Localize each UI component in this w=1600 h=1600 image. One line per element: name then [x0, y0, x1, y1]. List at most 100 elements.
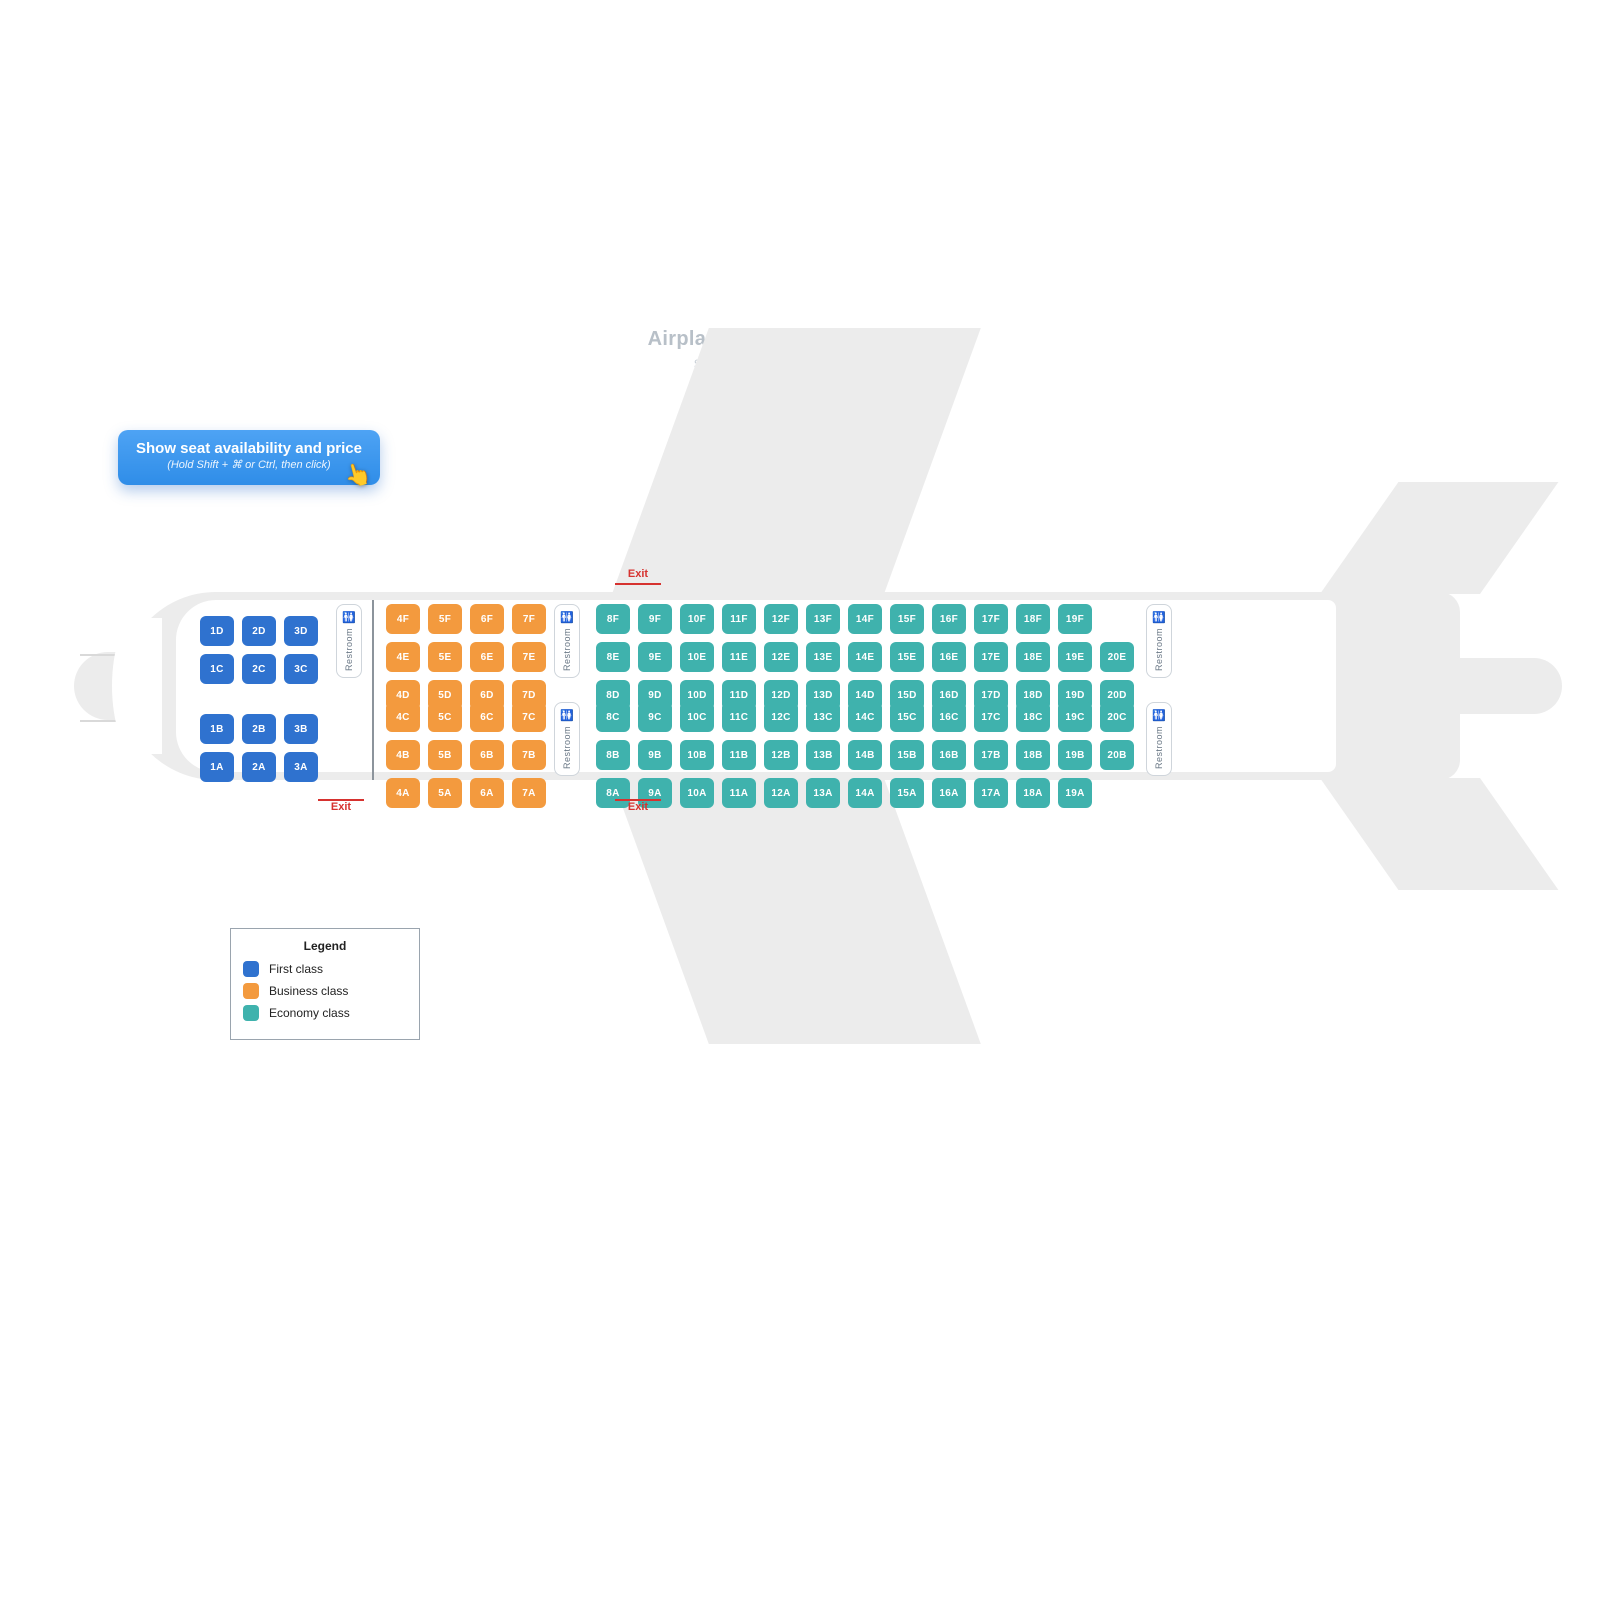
seat-10C[interactable]: 10C [680, 702, 714, 732]
seat-13C[interactable]: 13C [806, 702, 840, 732]
seat-16A[interactable]: 16A [932, 778, 966, 808]
seat-12F[interactable]: 12F [764, 604, 798, 634]
seat-18C[interactable]: 18C [1016, 702, 1050, 732]
seat-7B[interactable]: 7B [512, 740, 546, 770]
seat-8E[interactable]: 8E [596, 642, 630, 672]
seat-6C[interactable]: 6C [470, 702, 504, 732]
seat-2A[interactable]: 2A [242, 752, 276, 782]
seat-3C[interactable]: 3C [284, 654, 318, 684]
seat-14B[interactable]: 14B [848, 740, 882, 770]
seat-19B[interactable]: 19B [1058, 740, 1092, 770]
seat-16F[interactable]: 16F [932, 604, 966, 634]
seat-14C[interactable]: 14C [848, 702, 882, 732]
seat-5A[interactable]: 5A [428, 778, 462, 808]
seat-11F[interactable]: 11F [722, 604, 756, 634]
seat-3D[interactable]: 3D [284, 616, 318, 646]
seat-19E[interactable]: 19E [1058, 642, 1092, 672]
seat-10A[interactable]: 10A [680, 778, 714, 808]
seat-11E[interactable]: 11E [722, 642, 756, 672]
seat-1A[interactable]: 1A [200, 752, 234, 782]
seat-13B[interactable]: 13B [806, 740, 840, 770]
plane-tail-bottom [1320, 778, 1558, 890]
seat-18B[interactable]: 18B [1016, 740, 1050, 770]
seat-19A[interactable]: 19A [1058, 778, 1092, 808]
seat-14A[interactable]: 14A [848, 778, 882, 808]
seat-18E[interactable]: 18E [1016, 642, 1050, 672]
seat-11A[interactable]: 11A [722, 778, 756, 808]
seat-14F[interactable]: 14F [848, 604, 882, 634]
seat-9B[interactable]: 9B [638, 740, 672, 770]
seat-5F[interactable]: 5F [428, 604, 462, 634]
legend-swatch [243, 983, 259, 999]
seat-12E[interactable]: 12E [764, 642, 798, 672]
restroom-label: Restroom [344, 628, 354, 671]
seat-3A[interactable]: 3A [284, 752, 318, 782]
seat-4C[interactable]: 4C [386, 702, 420, 732]
seat-8F[interactable]: 8F [596, 604, 630, 634]
seat-6B[interactable]: 6B [470, 740, 504, 770]
seat-17E[interactable]: 17E [974, 642, 1008, 672]
seat-4A[interactable]: 4A [386, 778, 420, 808]
seat-10B[interactable]: 10B [680, 740, 714, 770]
seat-7A[interactable]: 7A [512, 778, 546, 808]
exit-label: Exit [318, 801, 364, 813]
seat-11B[interactable]: 11B [722, 740, 756, 770]
seat-9F[interactable]: 9F [638, 604, 672, 634]
seat-20E[interactable]: 20E [1100, 642, 1134, 672]
seat-10E[interactable]: 10E [680, 642, 714, 672]
seat-4B[interactable]: 4B [386, 740, 420, 770]
seat-18F[interactable]: 18F [1016, 604, 1050, 634]
seat-20C[interactable]: 20C [1100, 702, 1134, 732]
seat-19F[interactable]: 19F [1058, 604, 1092, 634]
seat-12C[interactable]: 12C [764, 702, 798, 732]
seat-4F[interactable]: 4F [386, 604, 420, 634]
seat-11C[interactable]: 11C [722, 702, 756, 732]
legend-label: Business class [269, 984, 348, 998]
seat-7E[interactable]: 7E [512, 642, 546, 672]
seat-12B[interactable]: 12B [764, 740, 798, 770]
show-availability-button[interactable]: Show seat availability and price (Hold S… [118, 430, 380, 485]
seat-2B[interactable]: 2B [242, 714, 276, 744]
seat-6E[interactable]: 6E [470, 642, 504, 672]
seat-15B[interactable]: 15B [890, 740, 924, 770]
seat-5C[interactable]: 5C [428, 702, 462, 732]
seat-8B[interactable]: 8B [596, 740, 630, 770]
seat-5E[interactable]: 5E [428, 642, 462, 672]
seat-2D[interactable]: 2D [242, 616, 276, 646]
seat-17F[interactable]: 17F [974, 604, 1008, 634]
seat-17C[interactable]: 17C [974, 702, 1008, 732]
seat-15A[interactable]: 15A [890, 778, 924, 808]
seat-20B[interactable]: 20B [1100, 740, 1134, 770]
seat-2C[interactable]: 2C [242, 654, 276, 684]
seat-16E[interactable]: 16E [932, 642, 966, 672]
legend-label: Economy class [269, 1006, 350, 1020]
seat-10F[interactable]: 10F [680, 604, 714, 634]
seat-19C[interactable]: 19C [1058, 702, 1092, 732]
seat-3B[interactable]: 3B [284, 714, 318, 744]
seat-6A[interactable]: 6A [470, 778, 504, 808]
seat-17A[interactable]: 17A [974, 778, 1008, 808]
seat-12A[interactable]: 12A [764, 778, 798, 808]
seat-4E[interactable]: 4E [386, 642, 420, 672]
seat-5B[interactable]: 5B [428, 740, 462, 770]
seat-9C[interactable]: 9C [638, 702, 672, 732]
seat-9E[interactable]: 9E [638, 642, 672, 672]
seat-8C[interactable]: 8C [596, 702, 630, 732]
seat-16B[interactable]: 16B [932, 740, 966, 770]
seat-16C[interactable]: 16C [932, 702, 966, 732]
seat-13E[interactable]: 13E [806, 642, 840, 672]
seat-13F[interactable]: 13F [806, 604, 840, 634]
seat-7F[interactable]: 7F [512, 604, 546, 634]
seat-15C[interactable]: 15C [890, 702, 924, 732]
seat-1B[interactable]: 1B [200, 714, 234, 744]
seat-15E[interactable]: 15E [890, 642, 924, 672]
seat-1D[interactable]: 1D [200, 616, 234, 646]
seat-14E[interactable]: 14E [848, 642, 882, 672]
seat-6F[interactable]: 6F [470, 604, 504, 634]
seat-18A[interactable]: 18A [1016, 778, 1050, 808]
seat-7C[interactable]: 7C [512, 702, 546, 732]
seat-13A[interactable]: 13A [806, 778, 840, 808]
seat-15F[interactable]: 15F [890, 604, 924, 634]
seat-17B[interactable]: 17B [974, 740, 1008, 770]
seat-1C[interactable]: 1C [200, 654, 234, 684]
